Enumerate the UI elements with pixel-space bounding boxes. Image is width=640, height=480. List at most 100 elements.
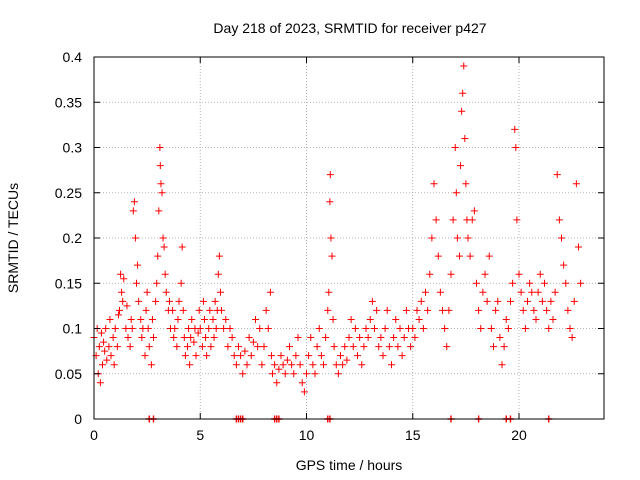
data-point	[330, 343, 338, 351]
chart-title: Day 218 of 2023, SRMTID for receiver p42…	[213, 20, 486, 36]
data-point	[123, 302, 131, 310]
data-point	[496, 334, 504, 342]
data-point	[422, 288, 429, 296]
data-point	[130, 198, 138, 206]
data-point	[305, 352, 313, 360]
data-point	[119, 297, 127, 305]
data-point	[328, 252, 336, 260]
data-point	[415, 315, 423, 323]
data-point	[492, 306, 500, 314]
data-point	[205, 325, 213, 332]
data-point	[543, 306, 551, 314]
data-point	[445, 306, 453, 314]
data-point	[281, 370, 289, 378]
data-point	[315, 325, 323, 332]
data-point	[313, 343, 321, 351]
data-point	[199, 297, 207, 305]
data-point	[464, 234, 472, 242]
data-point	[371, 325, 378, 332]
data-point	[215, 252, 223, 260]
data-point	[184, 343, 191, 351]
data-point	[102, 325, 110, 332]
data-point	[432, 216, 440, 224]
data-point	[152, 297, 160, 305]
data-point	[235, 343, 242, 351]
data-point	[95, 343, 103, 351]
data-point	[160, 243, 168, 251]
data-point	[570, 297, 578, 305]
data-point	[490, 343, 497, 351]
data-point	[187, 334, 195, 342]
data-point	[356, 334, 364, 342]
data-point	[347, 315, 355, 323]
data-point	[177, 279, 185, 287]
data-point	[317, 352, 325, 360]
data-point	[385, 343, 393, 351]
data-point	[309, 361, 317, 369]
data-point	[460, 62, 468, 70]
data-point	[564, 306, 572, 314]
data-point	[326, 198, 334, 206]
data-point	[538, 297, 546, 305]
data-point	[459, 89, 467, 97]
data-point	[473, 279, 480, 287]
data-point	[114, 311, 122, 319]
data-point	[111, 325, 119, 332]
y-tick-label: 0.2	[63, 230, 83, 246]
data-point	[218, 306, 225, 314]
x-axis-label: GPS time / hours	[296, 457, 403, 473]
data-point	[175, 297, 183, 305]
data-point	[545, 325, 553, 332]
data-point	[334, 370, 342, 378]
data-point	[504, 325, 512, 332]
data-point	[264, 325, 272, 332]
y-axis-label: SRMTID / TECUs	[5, 183, 21, 293]
data-point	[296, 361, 304, 369]
data-point	[329, 315, 337, 323]
data-point	[106, 315, 114, 323]
data-point	[266, 288, 274, 296]
data-point	[258, 361, 266, 369]
data-point	[394, 343, 402, 351]
x-tick-label: 0	[90, 427, 98, 443]
data-point	[179, 306, 187, 314]
data-point	[462, 180, 470, 188]
data-point	[232, 361, 240, 369]
data-point	[536, 270, 544, 278]
data-point	[411, 334, 419, 342]
data-point	[475, 306, 483, 314]
data-point	[362, 325, 370, 332]
data-point	[224, 343, 232, 351]
data-point	[141, 352, 149, 360]
y-tick-label: 0.1	[63, 321, 83, 337]
data-point	[528, 288, 536, 296]
x-tick-label: 10	[299, 427, 315, 443]
data-point	[481, 270, 489, 278]
data-point	[324, 306, 332, 314]
data-point	[343, 356, 351, 364]
data-point	[327, 234, 335, 242]
x-tick-label: 15	[405, 427, 421, 443]
data-point	[388, 361, 395, 369]
data-point	[103, 356, 111, 364]
data-point	[383, 306, 391, 314]
data-point	[468, 216, 476, 224]
data-point	[502, 315, 510, 323]
data-point	[267, 352, 275, 360]
data-point	[379, 352, 387, 360]
data-point	[113, 343, 121, 351]
data-point	[479, 288, 487, 296]
data-point	[439, 306, 446, 314]
data-point	[286, 343, 293, 351]
data-point	[110, 361, 118, 369]
data-point	[526, 279, 534, 287]
data-point	[458, 107, 466, 115]
data-point	[555, 216, 563, 224]
data-point	[143, 288, 151, 296]
data-point	[169, 306, 177, 314]
data-point	[148, 315, 156, 323]
data-point	[254, 343, 262, 351]
data-point	[118, 288, 126, 296]
data-point	[409, 325, 417, 332]
